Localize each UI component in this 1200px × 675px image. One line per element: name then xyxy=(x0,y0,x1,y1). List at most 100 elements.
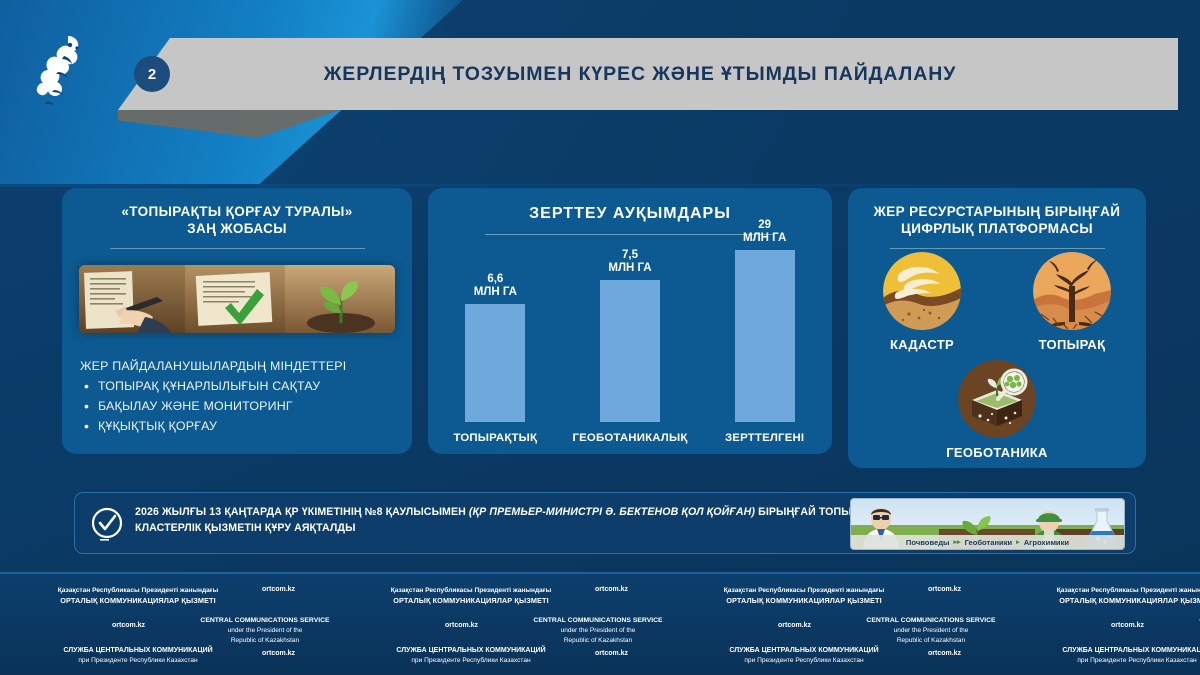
banner-text-part1: 2026 ЖЫЛҒЫ 13 ҚАҢТАРДА ҚР ҮКІМЕТІНІҢ №8 … xyxy=(135,506,469,518)
footer-kk-block: Қазақстан Республикасы Президенті жанынд… xyxy=(8,586,268,606)
footer-en-top: CENTRAL COMMUNICATIONS SERVICE xyxy=(200,617,330,624)
footer-en-bottom: Republic of Kazakhstan xyxy=(230,636,300,644)
resolution-banner-text: 2026 ЖЫЛҒЫ 13 ҚАҢТАРДА ҚР ҮКІМЕТІНІҢ №8 … xyxy=(135,504,925,537)
footer-ru-bottom: при Президенте Республики Казахстан xyxy=(1077,657,1197,665)
bar-category-label: ГЕОБОТАНИКАЛЫҚ xyxy=(572,432,688,444)
arrow-icon: ▸▸ xyxy=(953,539,961,546)
banner-text-part2: БІРЫҢҒАЙ ТОПЫРАҚ КЛАСТЕРЛІК ҚЫЗМЕТІН ҚҰР… xyxy=(135,506,873,535)
footer-ru-top: СЛУЖБА ЦЕНТРАЛЬНЫХ КОММУНИКАЦИЙ xyxy=(396,647,546,654)
platform-icon-grid: КАДАСТР xyxy=(848,250,1146,468)
footer-kk-block: Қазақстан Республикасы Президенті жанынд… xyxy=(341,586,601,606)
footer-url: ortcom.kz xyxy=(595,650,629,657)
footer-ru-top: СЛУЖБА ЦЕНТРАЛЬНЫХ КОММУНИКАЦИЙ xyxy=(729,647,879,654)
footer-ru-top: СЛУЖБА ЦЕНТРАЛЬНЫХ КОММУНИКАЦИЙ xyxy=(63,647,213,654)
footer-kk-bottom: ОРТАЛЫҚ КОММУНИКАЦИЯЛАР ҚЫЗМЕТІ xyxy=(60,595,216,605)
footer-url: ortcom.kz xyxy=(262,650,296,657)
dead-tree-cracked-earth-icon xyxy=(1033,252,1111,330)
footer-ru-block: СЛУЖБА ЦЕНТРАЛЬНЫХ КОММУНИКАЦИЙ при През… xyxy=(8,646,268,666)
footer-en-top: CENTRAL COMMUNICATIONS SERVICE xyxy=(1149,616,1200,626)
footer-url: ortcom.kz xyxy=(595,586,629,593)
law-obligations-lead: ЖЕР ПАЙДАЛАНУШЫЛАРДЫҢ МІНДЕТТЕРІ xyxy=(80,359,347,373)
chart-card-title: ЗЕРТТЕУ АУҚЫМДАРЫ xyxy=(529,205,731,222)
footer-en-block: CENTRAL COMMUNICATIONS SERVICE under the… xyxy=(1149,616,1200,646)
footer-en-block: CENTRAL COMMUNICATIONS SERVICE under the… xyxy=(150,616,380,646)
platform-item-label: КАДАСТР xyxy=(890,337,954,352)
footer-url: ortcom.kz xyxy=(445,622,479,629)
footer-kk-bottom: ОРТАЛЫҚ КОММУНИКАЦИЯЛАР ҚЫЗМЕТІ xyxy=(393,595,549,605)
divider xyxy=(485,234,775,235)
footer-url: ortcom.kz xyxy=(778,622,812,629)
footer-en-top: CENTRAL COMMUNICATIONS SERVICE xyxy=(866,617,996,624)
platform-item-label: ТОПЫРАҚ xyxy=(1038,337,1106,352)
bar-column-topyraqtyq: 6,6 МЛН ГА xyxy=(440,273,550,422)
footer-en-block: CENTRAL COMMUNICATIONS SERVICE under the… xyxy=(816,616,1046,646)
header-divider xyxy=(0,184,1200,187)
digital-platform-card: ЖЕР РЕСУРСТАРЫНЫҢ БІРЫҢҒАЙ ЦИФРЛЫҚ ПЛАТФ… xyxy=(848,188,1146,468)
footer-watermark-tile: Қазақстан Республикасы Президенті жанынд… xyxy=(999,574,1200,675)
platform-card-title: ЖЕР РЕСУРСТАРЫНЫҢ БІРЫҢҒАЙ ЦИФРЛЫҚ ПЛАТФ… xyxy=(848,188,1146,238)
bar-value-label: 6,6 МЛН ГА xyxy=(473,272,517,299)
survey-scope-chart-card: ЗЕРТТЕУ АУҚЫМДАРЫ 6,6 МЛН ГА 7,5 МЛН ГА … xyxy=(428,188,832,454)
bar-value-label: 29 МЛН ГА xyxy=(743,218,787,245)
bar-category-label: ТОПЫРАҚТЫҚ xyxy=(453,432,538,444)
footer-en-mid: under the President of the xyxy=(893,627,969,635)
platform-item-label: ГЕОБОТАНИКА xyxy=(946,445,1048,460)
platform-item-topyraq[interactable]: ТОПЫРАҚ xyxy=(1012,252,1132,352)
footer-ru-bottom: при Президенте Республики Казахстан xyxy=(411,657,531,665)
law-obligations-list: ТОПЫРАҚ ҚҰНАРЛЫЛЫҒЫН САҚТАУ БАҚЫЛАУ ЖӘНЕ… xyxy=(80,375,400,438)
footer-watermark-tile: Қазақстан Республикасы Президенті жанынд… xyxy=(0,574,333,675)
caption-item: Агрохимики xyxy=(1023,537,1070,547)
resolution-banner: 2026 ЖЫЛҒЫ 13 ҚАҢТАРДА ҚР ҮКІМЕТІНІҢ №8 … xyxy=(74,492,1136,554)
footer-url: ortcom.kz xyxy=(928,650,962,657)
footer-en-block: CENTRAL COMMUNICATIONS SERVICE under the… xyxy=(483,616,713,646)
footer-url: ortcom.kz xyxy=(1111,622,1145,629)
soil-cube-magnifier-icon xyxy=(958,360,1036,438)
header-bar xyxy=(118,38,1178,110)
page-title: ЖЕРЛЕРДІҢ ТОЗУЫМЕН КҮРЕС ЖӘНЕ ҰТЫМДЫ ПАЙ… xyxy=(323,62,957,85)
law-project-card: «ТОПЫРАҚТЫ ҚОРҒАУ ТУРАЛЫ» ЗАҢ ЖОБАСЫ xyxy=(62,188,412,454)
snow-leopard-emblem xyxy=(26,32,94,118)
footer-kk-bottom: ОРТАЛЫҚ КОММУНИКАЦИЯЛАР ҚЫЗМЕТІ xyxy=(1059,595,1200,605)
footer-ru-block: СЛУЖБА ЦЕНТРАЛЬНЫХ КОММУНИКАЦИЙ при През… xyxy=(341,646,601,666)
footer-kk-top: Қазақстан Республикасы Президенті жанынд… xyxy=(57,587,219,594)
footer-url: ortcom.kz xyxy=(262,586,296,593)
footer-en-mid: under the President of the xyxy=(227,627,303,635)
footer-kk-top: Қазақстан Республикасы Президенті жанынд… xyxy=(390,587,552,594)
bar-value-label: 7,5 МЛН ГА xyxy=(608,248,652,275)
footer-url: ortcom.kz xyxy=(112,622,146,629)
footer-en-top: CENTRAL COMMUNICATIONS SERVICE xyxy=(533,617,663,624)
platform-item-kadastr[interactable]: КАДАСТР xyxy=(862,252,982,352)
footer-en-mid: under the President of the xyxy=(1149,626,1200,636)
bar-chart-category-labels: ТОПЫРАҚТЫҚ ГЕОБОТАНИКАЛЫҚ ЗЕРТТЕЛГЕНІ xyxy=(428,428,832,448)
bar-column-zerttelgeni: 29 МЛН ГА xyxy=(710,219,820,422)
divider xyxy=(889,247,1105,249)
list-item: БАҚЫЛАУ ЖӘНЕ МОНИТОРИНГ xyxy=(80,395,400,418)
footer-en-bottom: Republic of Kazakhstan xyxy=(896,636,966,644)
caption-item: Геоботаники xyxy=(964,537,1013,547)
banner-text-italic: (ҚР ПРЕМЬЕР-МИНИСТРІ Ә. БЕКТЕНОВ ҚОЛ ҚОЙ… xyxy=(468,506,756,518)
footer-ru-bottom: при Президенте Республики Казахстан xyxy=(744,657,864,665)
footer-url: ortcom.kz xyxy=(928,586,962,593)
law-card-title-line2: ЗАҢ ЖОБАСЫ xyxy=(187,220,287,236)
platform-card-title-line2: ЦИФРЛЫҚ ПЛАТФОРМАСЫ xyxy=(901,220,1093,236)
footer-kk-block: Қазақстан Республикасы Президенті жанынд… xyxy=(674,586,934,606)
footer-watermark-tile: Қазақстан Республикасы Президенті жанынд… xyxy=(666,574,999,675)
bar-rect xyxy=(465,304,526,422)
footer-en-mid: under the President of the xyxy=(560,627,636,635)
footer-ru-block: СЛУЖБА ЦЕНТРАЛЬНЫХ КОММУНИКАЦИЙ при През… xyxy=(674,646,934,666)
sand-dunes-icon xyxy=(883,252,961,330)
bar-rect xyxy=(734,250,795,422)
bar-rect xyxy=(599,280,660,422)
footer-ru-top: СЛУЖБА ЦЕНТРАЛЬНЫХ КОММУНИКАЦИЙ xyxy=(1062,647,1200,654)
footer-en-bottom: Republic of Kazakhstan xyxy=(563,636,633,644)
bar-chart: 6,6 МЛН ГА 7,5 МЛН ГА 29 МЛН ГА ТОПЫРАҚТ… xyxy=(428,219,832,454)
bar-category-label: ЗЕРТТЕЛГЕНІ xyxy=(724,432,805,444)
list-item: ҚҰҚЫҚТЫҚ ҚОРҒАУ xyxy=(80,415,400,438)
divider xyxy=(109,247,365,249)
footer-watermark-strip: Қазақстан Республикасы Президенті жанынд… xyxy=(0,572,1200,675)
platform-item-geobotanika[interactable]: ГЕОБОТАНИКА xyxy=(937,360,1057,460)
law-card-image xyxy=(79,265,395,333)
specialists-photo-caption: Почвоведы ▸▸ Геоботаники ▸ Агрохимики xyxy=(851,535,1124,549)
footer-en-bottom: Republic of Kazakhstan xyxy=(1149,636,1200,646)
